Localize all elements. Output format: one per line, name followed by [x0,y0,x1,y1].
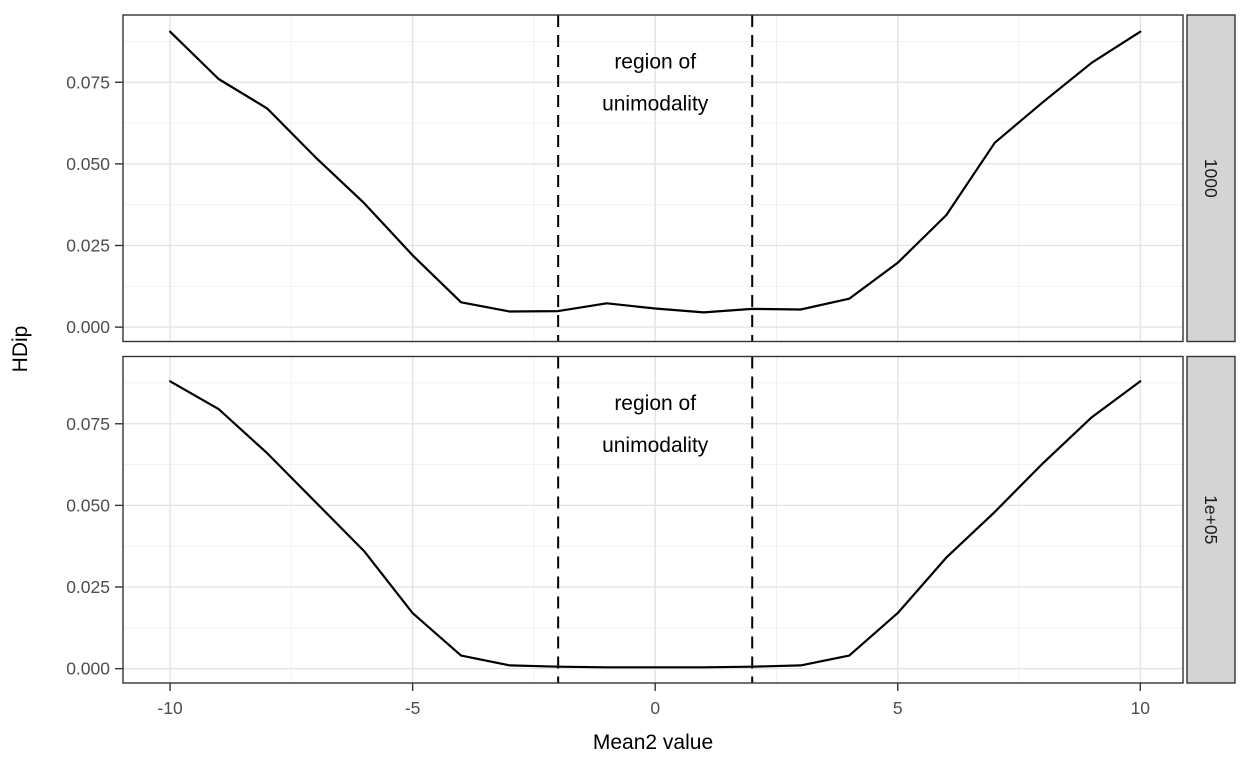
y-tick-label: 0.050 [66,495,110,515]
hdip-curve [169,380,1142,669]
x-tick-label: -5 [405,698,421,718]
chart-panels: region of unimodality 1000 0.000 0.025 0.050 0… [66,14,1236,718]
panel-border [122,355,1184,684]
panel-background [123,15,1183,342]
annotation-text: unimodality [602,434,709,457]
annotation-text: region of [614,392,696,415]
y-tick-label: 0.000 [66,659,110,679]
annotation-text: unimodality [602,92,709,115]
x-tick-label: 5 [893,698,903,718]
facet-panel: region of unimodality 1e+05 0.000 0.025 0.050… [66,355,1236,684]
y-tick-label: 0.075 [66,414,110,434]
facet-strip-label: 1e+05 [1201,495,1221,544]
x-tick-label: -10 [157,698,183,718]
panel-background [123,356,1183,683]
facet-strip [1186,14,1236,343]
y-tick-label: 0.025 [66,236,110,256]
y-tick-label: 0.000 [66,317,110,337]
annotation-text: region of [614,51,696,74]
x-tick-label: 10 [1131,698,1151,718]
y-tick-label: 0.050 [66,154,110,174]
y-axis-title: HDip [9,326,32,373]
y-tick-label: 0.075 [66,72,110,92]
x-axis-title: Mean2 value [593,731,713,754]
x-tick-label: 0 [650,698,660,718]
hdip-curve [169,30,1142,314]
y-tick-label: 0.025 [66,577,110,597]
facet-panel: region of unimodality 1000 0.000 0.025 0.050 0… [66,14,1236,343]
panel-border [122,14,1184,343]
facet-strip-label: 1000 [1201,159,1221,198]
facet-strip [1186,355,1236,684]
